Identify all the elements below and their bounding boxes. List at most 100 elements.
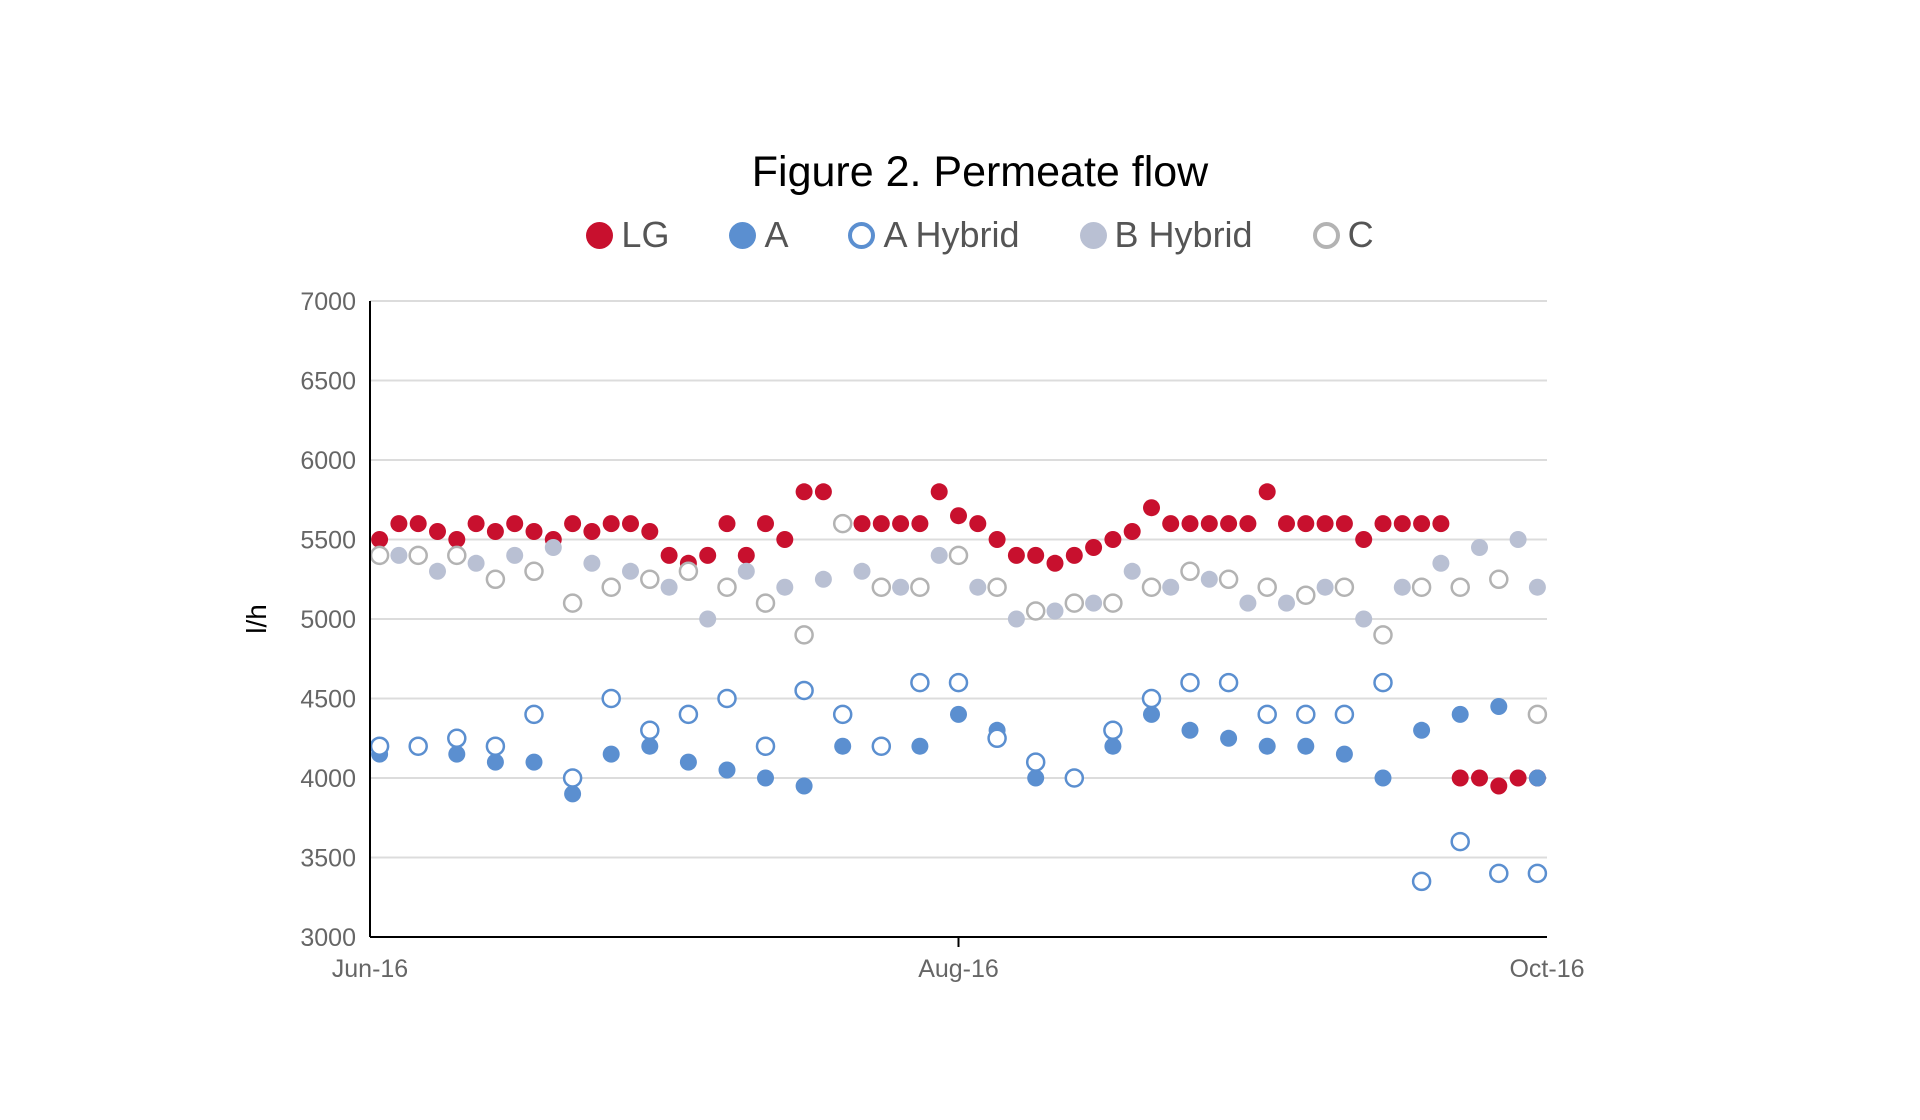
data-point-a: [1335, 745, 1353, 763]
data-point-lg: [757, 515, 774, 533]
data-point-lg: [1143, 499, 1160, 517]
data-point-lg: [506, 515, 524, 533]
data-point-b-hybrid: [1123, 562, 1141, 580]
data-point-b-hybrid: [737, 562, 755, 580]
x-tick-label: Oct-16: [1509, 955, 1584, 983]
legend-marker: [729, 221, 757, 249]
data-point-a: [1143, 705, 1160, 723]
data-point-b-hybrid: [853, 562, 871, 580]
data-point-a-hybrid: [1103, 720, 1123, 741]
data-point-a: [911, 737, 929, 755]
data-point-b-hybrid: [583, 554, 601, 572]
data-point-b-hybrid: [622, 562, 639, 580]
data-point-lg: [1085, 539, 1103, 556]
data-point-a: [1220, 729, 1238, 747]
data-point-a-hybrid: [485, 736, 506, 756]
data-point-c: [1257, 577, 1277, 597]
data-point-a-hybrid: [408, 736, 428, 756]
data-point-c: [369, 545, 390, 566]
data-point-b-hybrid: [1200, 570, 1218, 588]
data-point-c: [447, 545, 467, 566]
data-point-a-hybrid: [755, 736, 776, 756]
data-point-a: [718, 761, 736, 779]
data-point-a-hybrid: [987, 728, 1007, 749]
legend-item: C: [1312, 214, 1374, 256]
data-points: [369, 483, 1548, 892]
data-point-a: [1104, 737, 1122, 755]
data-point-a-hybrid: [1257, 704, 1277, 725]
y-tick-label: 5500: [300, 527, 356, 555]
data-point-lg: [1104, 531, 1122, 548]
data-point-a-hybrid: [1064, 768, 1085, 788]
data-point-a: [1258, 737, 1276, 755]
y-tick-label: 6000: [300, 447, 356, 475]
data-point-lg: [1335, 515, 1353, 533]
data-point-b-hybrid: [969, 578, 987, 596]
legend-label: C: [1347, 214, 1374, 255]
data-point-c: [1373, 625, 1393, 645]
data-point-b-hybrid: [1393, 578, 1411, 596]
legend-item: LG: [586, 214, 669, 256]
data-point-b-hybrid: [1085, 594, 1103, 612]
data-point-c: [1411, 577, 1432, 597]
data-point-lg: [911, 515, 929, 533]
data-point-lg: [1490, 777, 1508, 795]
data-point-c: [755, 593, 776, 613]
data-point-a-hybrid: [910, 672, 930, 693]
data-point-c: [1334, 577, 1355, 597]
data-point-a-hybrid: [717, 688, 737, 709]
y-tick-label: 6500: [300, 368, 356, 396]
data-point-lg: [814, 483, 832, 501]
legend-label: B Hybrid: [1114, 214, 1253, 255]
data-point-lg: [853, 515, 871, 533]
data-point-a-hybrid: [640, 720, 660, 741]
data-point-lg: [1509, 769, 1527, 787]
data-point-a-hybrid: [1025, 752, 1046, 772]
data-point-c: [832, 513, 853, 534]
data-point-lg: [1316, 515, 1334, 533]
data-point-a-hybrid: [832, 704, 853, 725]
data-point-lg: [1181, 515, 1199, 533]
x-tick-label: Jun-16: [332, 955, 408, 983]
data-point-lg: [641, 523, 659, 540]
data-point-c: [408, 545, 428, 566]
data-point-lg: [525, 523, 543, 540]
data-point-b-hybrid: [1432, 554, 1450, 572]
data-point-b-hybrid: [467, 554, 485, 572]
data-point-a: [834, 737, 852, 755]
data-point-lg: [988, 531, 1006, 548]
data-point-c: [910, 577, 930, 597]
legend-label: LG: [621, 214, 670, 255]
data-point-a-hybrid: [794, 680, 814, 701]
data-point-lg: [1162, 515, 1180, 533]
data-point-lg: [622, 515, 639, 533]
data-point-a: [448, 745, 466, 763]
data-point-b-hybrid: [1046, 602, 1064, 620]
data-point-lg: [1258, 483, 1276, 501]
data-point-c: [871, 577, 892, 597]
data-point-c: [948, 545, 969, 566]
data-point-a-hybrid: [1296, 704, 1316, 725]
data-point-lg: [1471, 769, 1488, 787]
data-point-c: [1296, 585, 1316, 605]
data-point-lg: [1220, 515, 1238, 533]
data-point-a-hybrid: [1373, 672, 1393, 693]
data-point-lg: [1374, 515, 1392, 533]
legend-label: A: [764, 214, 789, 255]
data-point-c: [1450, 577, 1470, 597]
data-point-lg: [1065, 546, 1083, 564]
legend-label: A Hybrid: [883, 214, 1020, 255]
data-point-c: [601, 577, 621, 597]
data-point-b-hybrid: [660, 578, 678, 596]
data-point-b-hybrid: [1278, 594, 1295, 612]
data-point-a: [1528, 769, 1546, 787]
legend-marker: [1079, 221, 1107, 249]
data-point-c: [562, 593, 583, 613]
legend-item: A: [729, 214, 788, 256]
legend-marker: [586, 221, 614, 249]
data-point-lg: [872, 515, 890, 533]
y-tick-label: 4500: [300, 686, 356, 714]
data-point-lg: [486, 523, 504, 540]
data-point-lg: [429, 523, 446, 540]
data-point-a-hybrid: [1218, 672, 1239, 693]
